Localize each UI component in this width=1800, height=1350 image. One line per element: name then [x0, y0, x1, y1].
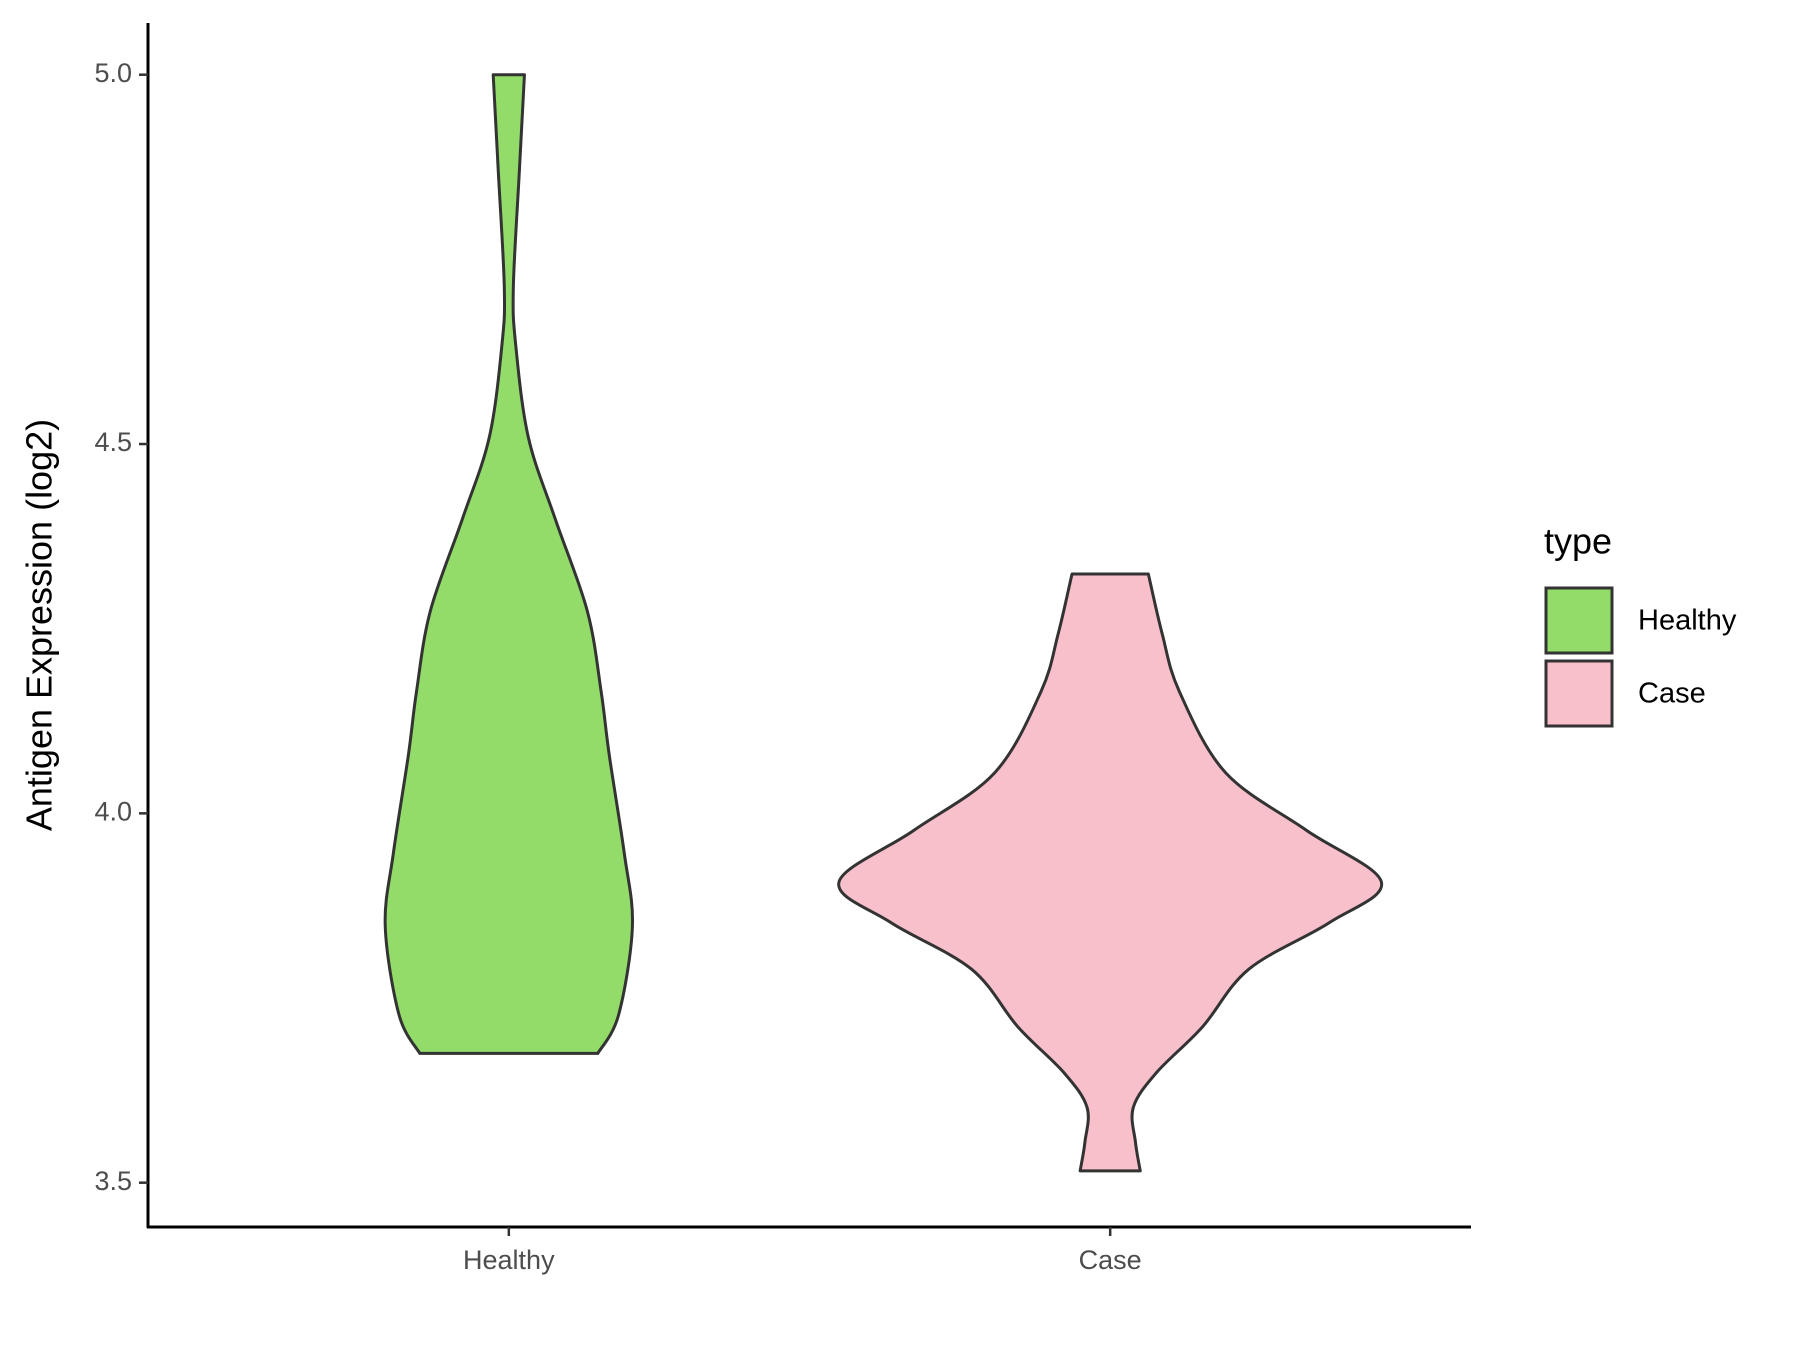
legend-label: Healthy	[1638, 605, 1737, 637]
y-tick-label: 3.5	[94, 1166, 132, 1196]
legend-label: Case	[1638, 678, 1706, 710]
legend-title: type	[1544, 521, 1612, 562]
y-axis-title: Antigen Expression (log2)	[19, 419, 60, 831]
y-tick-label: 5.0	[94, 58, 132, 88]
y-tick-label: 4.5	[94, 427, 132, 457]
y-tick-label: 4.0	[94, 796, 132, 826]
x-tick-label: Healthy	[463, 1245, 555, 1275]
legend-key	[1544, 659, 1614, 728]
violin	[837, 572, 1383, 1173]
legend-key	[1544, 586, 1614, 655]
violin	[383, 73, 634, 1055]
x-tick-label: Case	[1079, 1245, 1142, 1275]
